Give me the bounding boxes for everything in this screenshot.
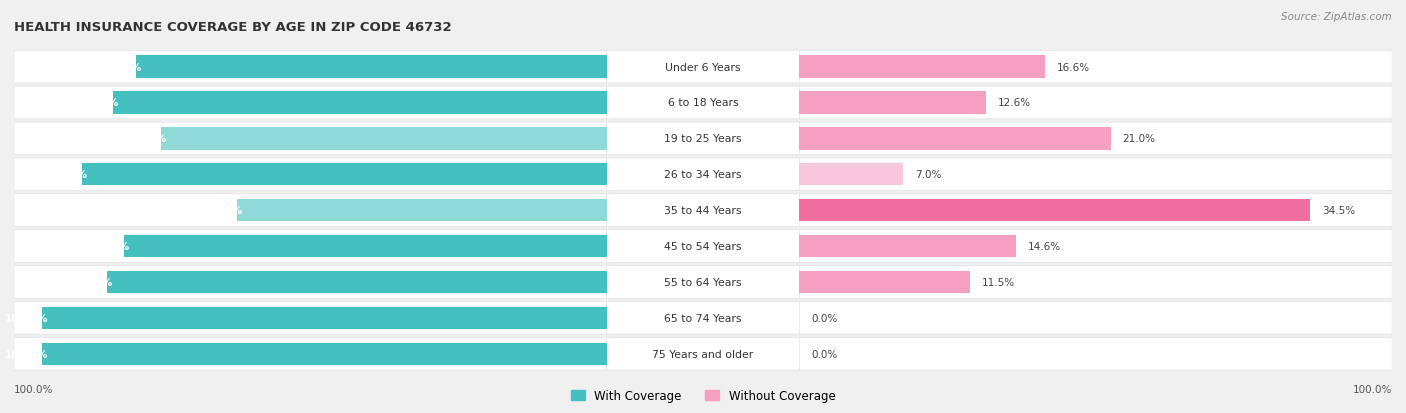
FancyBboxPatch shape xyxy=(605,87,801,119)
Text: HEALTH INSURANCE COVERAGE BY AGE IN ZIP CODE 46732: HEALTH INSURANCE COVERAGE BY AGE IN ZIP … xyxy=(14,21,451,33)
Bar xyxy=(160,128,606,150)
Text: 79.0%: 79.0% xyxy=(131,134,166,144)
FancyBboxPatch shape xyxy=(14,159,606,191)
Text: 83.4%: 83.4% xyxy=(105,62,142,72)
Bar xyxy=(800,56,1045,78)
FancyBboxPatch shape xyxy=(605,230,801,263)
Text: 19 to 25 Years: 19 to 25 Years xyxy=(664,134,742,144)
Text: 100.0%: 100.0% xyxy=(4,349,48,359)
Text: 100.0%: 100.0% xyxy=(14,384,53,394)
Bar xyxy=(136,56,606,78)
Bar xyxy=(82,164,606,186)
FancyBboxPatch shape xyxy=(799,195,1392,227)
Text: 65.5%: 65.5% xyxy=(207,206,243,216)
FancyBboxPatch shape xyxy=(14,337,606,370)
FancyBboxPatch shape xyxy=(14,51,606,84)
Text: 0.0%: 0.0% xyxy=(811,313,838,323)
FancyBboxPatch shape xyxy=(14,266,606,299)
FancyBboxPatch shape xyxy=(605,51,801,84)
Text: 34.5%: 34.5% xyxy=(1322,206,1355,216)
Text: 93.0%: 93.0% xyxy=(51,170,87,180)
Text: 16.6%: 16.6% xyxy=(1057,62,1090,72)
Text: 100.0%: 100.0% xyxy=(1353,384,1392,394)
Text: 21.0%: 21.0% xyxy=(1122,134,1156,144)
Text: 87.4%: 87.4% xyxy=(83,98,120,108)
Text: 65 to 74 Years: 65 to 74 Years xyxy=(664,313,742,323)
FancyBboxPatch shape xyxy=(605,123,801,155)
Text: 11.5%: 11.5% xyxy=(981,277,1015,287)
Bar xyxy=(238,199,606,222)
Text: 35 to 44 Years: 35 to 44 Years xyxy=(664,206,742,216)
FancyBboxPatch shape xyxy=(799,266,1392,299)
Text: 7.0%: 7.0% xyxy=(915,170,942,180)
FancyBboxPatch shape xyxy=(799,337,1392,370)
FancyBboxPatch shape xyxy=(799,51,1392,84)
Text: 14.6%: 14.6% xyxy=(1028,242,1060,252)
Text: Source: ZipAtlas.com: Source: ZipAtlas.com xyxy=(1281,12,1392,22)
FancyBboxPatch shape xyxy=(799,230,1392,263)
Bar xyxy=(800,199,1310,222)
Bar xyxy=(107,271,606,293)
Text: 45 to 54 Years: 45 to 54 Years xyxy=(664,242,742,252)
Bar xyxy=(800,235,1015,258)
Text: 88.6%: 88.6% xyxy=(76,277,112,287)
Text: Under 6 Years: Under 6 Years xyxy=(665,62,741,72)
FancyBboxPatch shape xyxy=(605,195,801,227)
Legend: With Coverage, Without Coverage: With Coverage, Without Coverage xyxy=(565,385,841,407)
FancyBboxPatch shape xyxy=(799,123,1392,155)
FancyBboxPatch shape xyxy=(14,123,606,155)
FancyBboxPatch shape xyxy=(14,87,606,119)
FancyBboxPatch shape xyxy=(799,302,1392,334)
FancyBboxPatch shape xyxy=(605,302,801,334)
Text: 26 to 34 Years: 26 to 34 Years xyxy=(664,170,742,180)
FancyBboxPatch shape xyxy=(605,337,801,370)
Text: 100.0%: 100.0% xyxy=(4,313,48,323)
Bar xyxy=(114,92,606,114)
Text: 12.6%: 12.6% xyxy=(998,98,1031,108)
Text: 85.5%: 85.5% xyxy=(93,242,129,252)
FancyBboxPatch shape xyxy=(14,302,606,334)
Bar xyxy=(800,271,970,293)
FancyBboxPatch shape xyxy=(605,266,801,299)
FancyBboxPatch shape xyxy=(605,159,801,191)
FancyBboxPatch shape xyxy=(799,159,1392,191)
Bar xyxy=(42,307,606,329)
Bar xyxy=(800,164,903,186)
Bar xyxy=(800,128,1111,150)
Text: 0.0%: 0.0% xyxy=(811,349,838,359)
FancyBboxPatch shape xyxy=(14,230,606,263)
FancyBboxPatch shape xyxy=(799,87,1392,119)
FancyBboxPatch shape xyxy=(14,195,606,227)
Text: 55 to 64 Years: 55 to 64 Years xyxy=(664,277,742,287)
Bar xyxy=(124,235,606,258)
Text: 75 Years and older: 75 Years and older xyxy=(652,349,754,359)
Text: 6 to 18 Years: 6 to 18 Years xyxy=(668,98,738,108)
Bar xyxy=(42,343,606,365)
Bar xyxy=(800,92,986,114)
